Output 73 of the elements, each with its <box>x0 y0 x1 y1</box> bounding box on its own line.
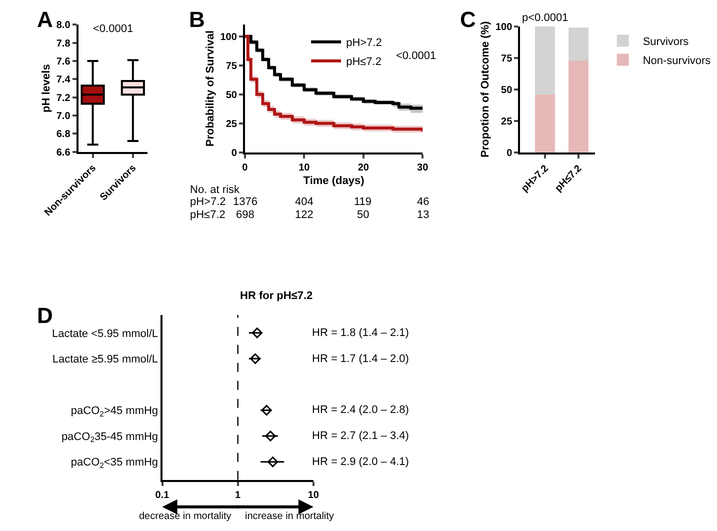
text: 122 <box>295 209 314 221</box>
point <box>267 456 278 468</box>
x-axis-title: Time (days) <box>303 175 365 188</box>
text: pH≤7.2 <box>190 209 226 221</box>
text: B <box>189 7 205 32</box>
y-tick-label: 7.6 <box>56 56 71 68</box>
y-axis-title: Probability of Survival <box>204 30 216 147</box>
x-tick-label: 10 <box>298 162 310 174</box>
x-tick-label: 30 <box>417 162 429 174</box>
x-tick-label: 0 <box>242 162 248 174</box>
data-label: HR = 2.7 (2.1 – 3.4) <box>312 430 409 442</box>
data-label: HR = 2.4 (2.0 – 2.8) <box>312 404 409 416</box>
text: 46 <box>417 196 430 208</box>
point <box>252 328 262 338</box>
legend-label: pH≤7.2 <box>346 56 382 68</box>
y-tick-label: 6.6 <box>56 147 71 158</box>
y-tick-label: 7.2 <box>56 92 71 104</box>
y-tick-label: 7.4 <box>56 74 71 86</box>
y-tick-label: 8.0 <box>56 20 71 32</box>
text: 119 <box>354 196 372 208</box>
data-label: HR = 1.7 (1.4 – 2.0) <box>312 353 409 365</box>
y-tick-label: 0 <box>231 148 238 159</box>
y-tick-label: 75 <box>226 60 238 72</box>
y-tick-label: 6.8 <box>56 129 71 140</box>
legend-label: pH>7.2 <box>346 37 382 50</box>
x-tick-label: 20 <box>358 162 370 174</box>
text: C <box>460 7 476 32</box>
text: No. at risk <box>190 184 240 196</box>
text: increase in mortality <box>245 511 334 522</box>
y-tick-label: 75 <box>501 53 513 64</box>
bar <box>535 94 556 152</box>
text: D <box>37 303 53 328</box>
y-tick-label: paCO$_{2}$>45 mmHg <box>70 405 158 418</box>
y-tick-label: Lactate <5.95 mmol/L <box>52 328 158 340</box>
annotation: <0.0001 <box>396 50 436 62</box>
y-tick-label: 25 <box>226 118 238 130</box>
text: 50 <box>357 209 370 221</box>
x-tick-label: 10 <box>308 490 320 501</box>
text: A <box>37 7 53 32</box>
chart-title: HR for pH≤7.2 <box>240 290 313 302</box>
y-tick-label: 25 <box>501 116 513 128</box>
data-label: HR = 2.9 (2.0 – 4.1) <box>312 456 409 468</box>
point <box>265 430 276 442</box>
y-tick-label: 7.0 <box>56 111 71 122</box>
y-tick-label: 50 <box>226 90 238 101</box>
legend-label: Survivors <box>642 36 690 48</box>
bar <box>535 26 556 94</box>
y-tick-label: 100 <box>495 22 513 33</box>
y-tick-label: Lactate ≥5.95 mmol/L <box>52 354 158 366</box>
bar <box>568 28 588 60</box>
point <box>250 353 261 364</box>
y-axis-title: pH levels <box>40 64 53 112</box>
bar <box>568 60 588 152</box>
y-tick-label: 50 <box>501 84 513 96</box>
text: 698 <box>236 209 254 221</box>
y-tick-label: 7.8 <box>56 38 71 50</box>
annotation: <0.0001 <box>93 23 134 35</box>
text: pH>7.2 <box>190 196 226 208</box>
y-tick-label: paCO$_{2}$<35 mmHg <box>70 456 158 470</box>
text: 1376 <box>233 196 258 208</box>
text: 404 <box>295 196 314 208</box>
y-tick-label: 0 <box>506 148 513 159</box>
x-tick-label: 1 <box>235 490 242 501</box>
y-tick-label: 100 <box>220 32 238 43</box>
y-tick-label: paCO$_{2}$35-45 mmHg <box>61 430 158 444</box>
point <box>261 404 272 416</box>
text: decrease in mortality <box>139 511 232 522</box>
x-tick-label: 0.1 <box>155 490 170 501</box>
y-axis-title: Propotion of Outcome (%) <box>480 20 492 158</box>
data-label: HR = 1.8 (1.4 – 2.1) <box>312 327 409 339</box>
text: p<0.0001 <box>522 12 568 24</box>
legend-label: Non-survivors <box>642 55 712 68</box>
text: 13 <box>417 209 430 221</box>
